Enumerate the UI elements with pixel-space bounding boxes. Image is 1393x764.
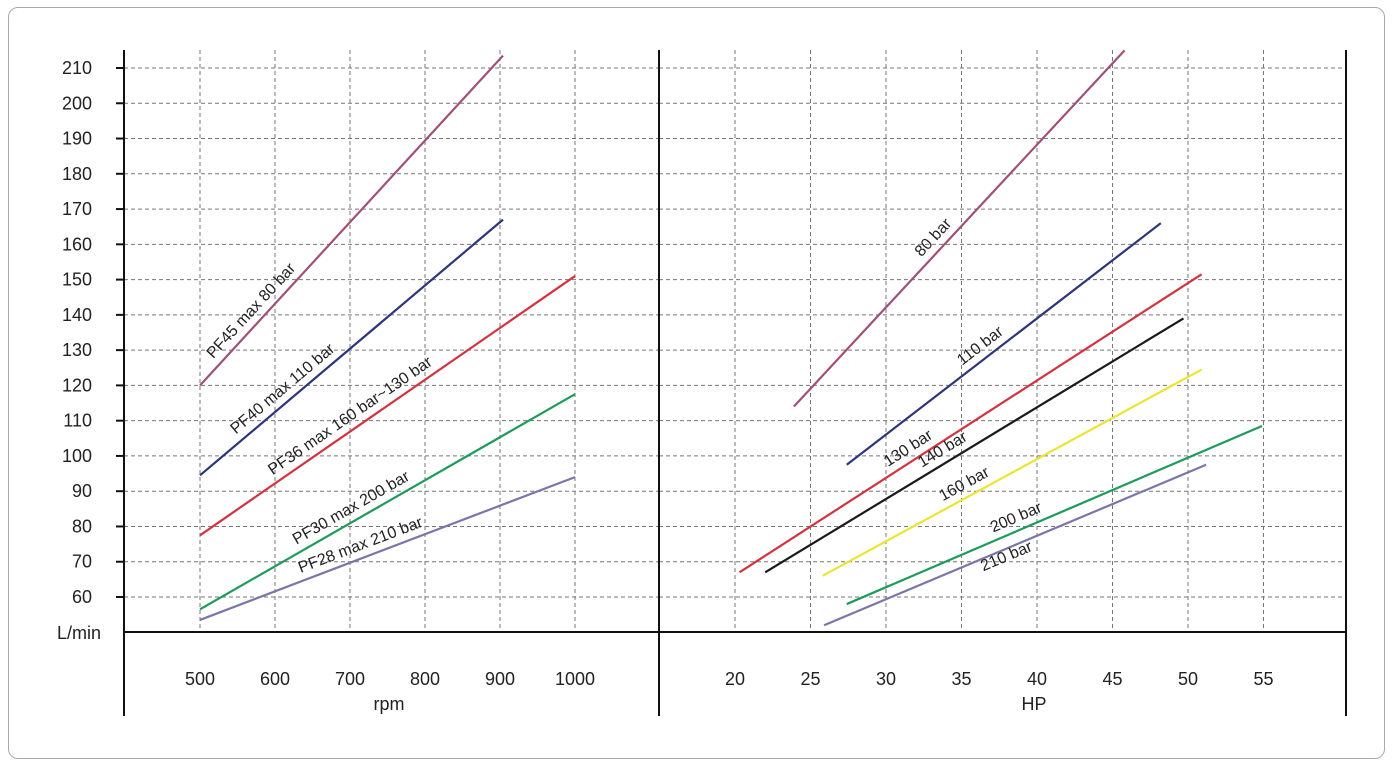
y-tick-label: 130 — [62, 340, 92, 360]
series-line — [199, 476, 576, 621]
series-line — [846, 222, 1162, 466]
y-tick-label: 140 — [62, 305, 92, 325]
x-tick-label: 600 — [260, 669, 290, 689]
y-tick-label: 150 — [62, 270, 92, 290]
series-line — [793, 49, 1126, 408]
series-label: 80 bar — [912, 215, 956, 260]
y-tick-label: 170 — [62, 199, 92, 219]
y-tick-label: 120 — [62, 375, 92, 395]
series-line — [764, 317, 1185, 574]
x-axis-title: rpm — [374, 694, 405, 714]
x-tick-label: 40 — [1027, 669, 1047, 689]
panel-rpm: 500 600 700 800 900 1000 rpm PF45 max 80 barPF4… — [124, 50, 659, 714]
x-tick-label: 900 — [485, 669, 515, 689]
x-tick-label: 800 — [410, 669, 440, 689]
y-tick-label: 90 — [72, 481, 92, 501]
x-tick-label: 500 — [185, 669, 215, 689]
series-line — [199, 275, 576, 537]
series-line — [199, 54, 504, 387]
series-label: PF45 max 80 bar — [204, 260, 300, 362]
chart-frame — [8, 7, 1385, 759]
x-tick-label: 50 — [1178, 669, 1198, 689]
axes — [123, 50, 1347, 716]
y-tick-label: 210 — [62, 58, 92, 78]
x-tick-label: 30 — [876, 669, 896, 689]
x-tick-label: 35 — [951, 669, 971, 689]
x-tick-label: 1000 — [555, 669, 595, 689]
y-tick-label: 160 — [62, 234, 92, 254]
x-tick-label: 20 — [725, 669, 745, 689]
y-axis: 60 70 80 90 100 110 120 130 140 150 160 170 180 190 20… — [57, 58, 124, 643]
series-line — [823, 463, 1207, 627]
series-line — [199, 218, 504, 477]
series-line — [738, 273, 1203, 574]
y-tick-label: 60 — [72, 587, 92, 607]
y-tick-label: 100 — [62, 446, 92, 466]
series-label: PF40 max 110 bar — [228, 340, 339, 438]
y-tick-label: 180 — [62, 164, 92, 184]
y-tick-label: 80 — [72, 516, 92, 536]
series-line — [846, 424, 1263, 606]
series-line — [822, 368, 1203, 577]
x-tick-label: 55 — [1253, 669, 1273, 689]
y-unit-label: L/min — [57, 623, 101, 643]
x-tick-label: 25 — [800, 669, 820, 689]
y-tick-label: 70 — [72, 552, 92, 572]
y-tick-label: 200 — [62, 93, 92, 113]
series-line — [199, 393, 576, 611]
x-tick-label: 45 — [1102, 669, 1122, 689]
x-tick-label: 700 — [335, 669, 365, 689]
y-tick-label: 190 — [62, 129, 92, 149]
y-tick-label: 110 — [63, 411, 92, 431]
x-axis-title: HP — [1021, 694, 1046, 714]
